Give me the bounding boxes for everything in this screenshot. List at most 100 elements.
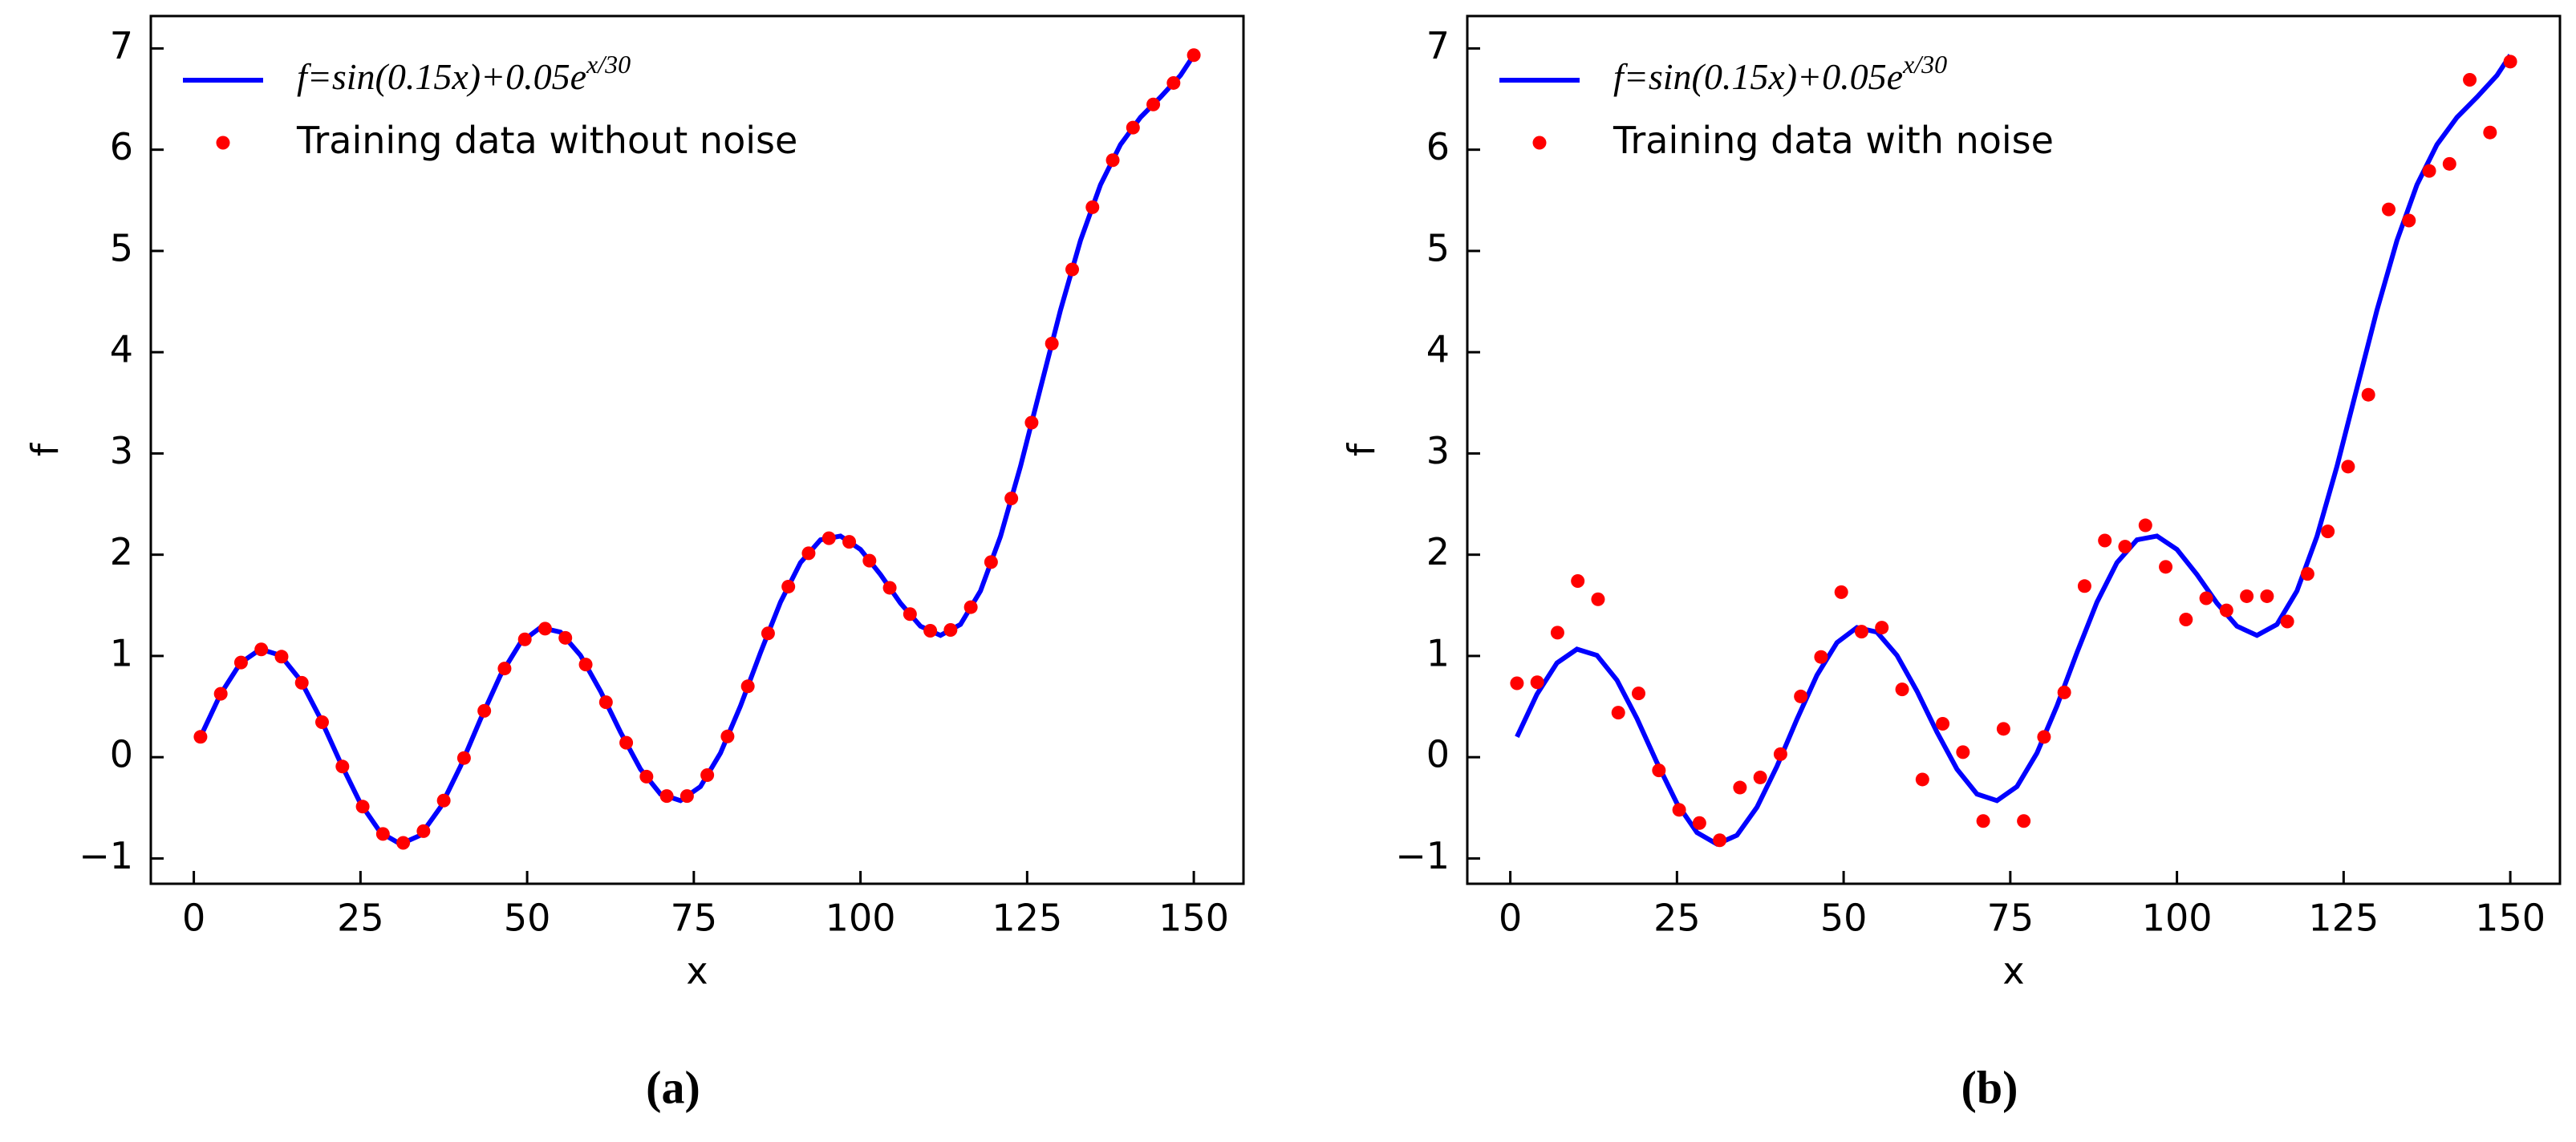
- data-point: [335, 759, 350, 774]
- data-point: [821, 531, 836, 545]
- data-point: [659, 789, 674, 804]
- x-tick-label: 100: [2142, 897, 2213, 940]
- data-point: [1692, 816, 1706, 830]
- data-point: [943, 622, 958, 637]
- data-point: [720, 729, 735, 743]
- data-point: [1530, 675, 1544, 690]
- data-point: [1672, 803, 1686, 817]
- data-point: [355, 800, 370, 814]
- y-tick-label: 1: [110, 631, 133, 674]
- y-tick-label: 6: [1426, 125, 1450, 168]
- legend-swatch: [1532, 136, 1547, 150]
- y-tick-label: 2: [1426, 530, 1450, 573]
- y-axis-label: f: [1341, 442, 1384, 456]
- caption: (b): [1961, 1061, 2018, 1113]
- data-point: [1895, 682, 1909, 697]
- data-point: [2077, 579, 2091, 593]
- data-point: [2382, 202, 2396, 217]
- data-point: [1976, 814, 1990, 828]
- x-tick-label: 50: [1820, 897, 1868, 940]
- legend-text: f=sin(0.15x)+0.05e: [297, 56, 586, 97]
- data-point: [1085, 200, 1100, 214]
- data-point: [1024, 415, 1039, 430]
- data-point: [1814, 650, 1828, 664]
- y-tick-label: 1: [1426, 631, 1450, 674]
- curve: [198, 54, 1196, 847]
- data-point: [2280, 614, 2294, 629]
- curve: [1515, 54, 2513, 847]
- data-point: [2463, 73, 2477, 87]
- data-point: [193, 730, 208, 744]
- data-point: [679, 789, 694, 804]
- y-tick-label: 5: [1426, 226, 1450, 269]
- data-point: [1065, 262, 1080, 277]
- data-point: [2300, 567, 2314, 581]
- data-point: [294, 675, 309, 690]
- data-point: [1146, 97, 1161, 111]
- data-point: [396, 836, 411, 850]
- data-point: [1004, 491, 1019, 505]
- x-tick-label: 150: [2475, 897, 2546, 940]
- data-point: [1571, 573, 1585, 588]
- data-point: [1773, 747, 1787, 761]
- y-tick-label: 4: [1426, 328, 1450, 371]
- y-tick-label: 4: [110, 328, 133, 371]
- data-point: [1166, 75, 1181, 90]
- data-point: [2199, 591, 2213, 605]
- panel: 0 25 50 75 100 125 150 −1 0 1 2 3 4 5 6 7 f=sin(0.15x)+0…: [1341, 14, 2562, 1113]
- x-tick-label: 25: [337, 897, 384, 940]
- legend-label: f=sin(0.15x)+0.05ex/30: [297, 50, 631, 96]
- legend-superscript: x/30: [586, 50, 631, 79]
- data-point: [2361, 387, 2375, 402]
- data-point: [2260, 589, 2274, 603]
- data-point: [740, 679, 755, 694]
- legend-label: Training data with noise: [1613, 119, 2054, 162]
- axes-frame: [149, 14, 1245, 885]
- caption: (a): [646, 1061, 700, 1113]
- data-point: [2483, 125, 2497, 140]
- data-point: [842, 535, 857, 549]
- data-point: [1126, 120, 1140, 135]
- data-point: [1956, 745, 1970, 759]
- data-point: [578, 658, 593, 672]
- data-point: [558, 630, 573, 645]
- data-point: [2037, 730, 2051, 744]
- data-point: [1105, 153, 1120, 168]
- data-point: [1753, 770, 1767, 784]
- y-axis-label: f: [24, 442, 67, 456]
- data-point: [538, 622, 552, 636]
- data-point: [1915, 772, 1929, 787]
- data-point: [598, 695, 613, 710]
- data-point: [1733, 780, 1747, 795]
- data-point: [456, 751, 471, 765]
- data-point: [923, 623, 938, 638]
- data-point: [1652, 763, 1666, 778]
- data-point: [1854, 625, 1868, 639]
- y-tick-label: 5: [110, 226, 133, 269]
- data-point: [1936, 717, 1950, 731]
- x-axis-label: x: [2002, 950, 2024, 993]
- data-point: [1510, 676, 1524, 690]
- data-point: [2138, 518, 2152, 533]
- data-point: [761, 626, 775, 641]
- data-point: [963, 600, 978, 614]
- data-point: [903, 607, 917, 622]
- data-point: [314, 715, 329, 729]
- x-tick-label: 25: [1653, 897, 1701, 940]
- data-point: [2341, 460, 2355, 474]
- data-point: [2402, 213, 2416, 228]
- data-point: [254, 642, 269, 657]
- data-point: [2422, 164, 2436, 178]
- panel: 0 25 50 75 100 125 150 −1 0 1 2 3 4 5 6 7 f=sin(0.15x)+0…: [24, 14, 1245, 1113]
- legend-swatch: [216, 136, 230, 150]
- x-tick-label: 50: [504, 897, 551, 940]
- legend-text: f=sin(0.15x)+0.05e: [1613, 56, 1903, 97]
- legend-text: Training data with noise: [1613, 119, 2054, 162]
- y-tick-label: 7: [110, 24, 133, 67]
- y-tick-label: 0: [110, 733, 133, 776]
- y-tick-label: −1: [1395, 834, 1450, 877]
- data-point: [1611, 706, 1625, 720]
- data-point: [436, 793, 451, 808]
- data-point: [1875, 621, 1889, 635]
